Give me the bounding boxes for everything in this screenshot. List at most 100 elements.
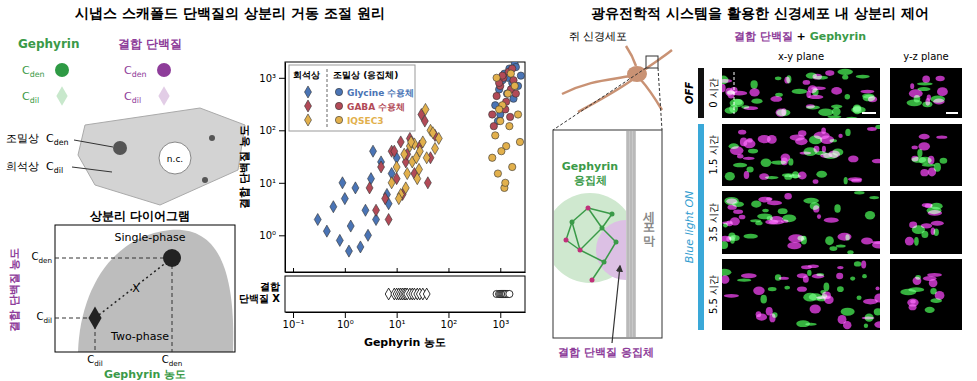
gephyrin-signal <box>805 323 817 326</box>
dense-point <box>492 132 499 139</box>
dense-point <box>503 90 510 97</box>
zoom-line <box>658 68 662 130</box>
dilute-point <box>352 182 359 194</box>
binding-signal <box>848 156 858 163</box>
dilute-point <box>422 103 429 115</box>
label: 결합 단백질 응집체 <box>558 346 654 359</box>
tick: 10⁰ <box>337 312 354 330</box>
label: Gephyrin <box>18 37 80 51</box>
binding-signal <box>801 265 812 269</box>
droplet <box>113 141 127 155</box>
tick-mark <box>448 268 449 272</box>
gephyrin-signal <box>831 105 842 109</box>
dilute-point <box>408 136 415 148</box>
label: Gephyrin <box>562 160 618 173</box>
off-bar <box>698 68 704 118</box>
tick-label: 10⁰ <box>259 230 276 241</box>
dilute-point <box>397 136 404 148</box>
binding-signal <box>725 88 732 96</box>
dilute-point <box>402 182 409 194</box>
y-axis: 10⁰10¹10²10³ <box>259 63 285 273</box>
membrane-line <box>628 131 629 337</box>
legend-marker <box>335 102 342 109</box>
axis-line <box>285 63 286 273</box>
icon-dilute <box>158 86 169 106</box>
label: n.c. <box>167 154 183 164</box>
binding-signal <box>838 134 842 138</box>
gephyrin-signal <box>761 158 772 166</box>
network-node <box>602 260 607 265</box>
dilute-point <box>404 168 411 180</box>
image <box>722 124 880 186</box>
icon-dilute <box>56 86 67 106</box>
gephyrin-signal <box>921 231 928 238</box>
binding-signal <box>726 236 731 242</box>
gephyrin-signal <box>844 177 848 184</box>
c-sub: dil <box>54 166 63 175</box>
label: Gephyrin 농도 <box>364 336 446 349</box>
network-node <box>586 206 591 211</box>
points <box>385 288 513 300</box>
image-bg <box>722 259 880 330</box>
tick: 10² <box>441 312 458 330</box>
gephyrin-signal <box>816 171 827 178</box>
binding-signal <box>808 95 823 99</box>
gephyrin-signal <box>820 290 825 294</box>
gephyrin-signal <box>845 129 850 136</box>
dense-point <box>497 117 504 124</box>
gephyrin-signal <box>825 236 834 245</box>
legend-label: IQSEC3 <box>347 116 384 126</box>
binding-signal <box>920 169 928 176</box>
binding-signal <box>766 197 772 200</box>
frame <box>55 225 235 352</box>
dense-point <box>511 82 518 89</box>
c-sub: den <box>54 138 69 147</box>
binding-signal <box>935 291 945 300</box>
binding-signal <box>739 215 746 220</box>
label: 5.5 시간 <box>708 275 719 314</box>
gephyrin-signal <box>915 275 921 280</box>
binding-signal <box>759 173 769 180</box>
binding-signal <box>828 150 839 157</box>
droplet <box>209 135 215 141</box>
binding-signal <box>861 260 866 268</box>
image-bg <box>722 191 880 254</box>
gephyrin-signal <box>748 149 758 154</box>
c-label: Cdil <box>46 160 63 175</box>
scatter-chart: 10⁰10¹10²10³결합 단백질 농도회석상조밀상 (응집체)Glycine… <box>238 61 526 273</box>
legend-label: Glycine 수용체 <box>347 88 414 98</box>
binding-signal <box>909 304 917 310</box>
icon-dense <box>157 63 171 77</box>
gephyrin-signal <box>865 314 874 322</box>
gephyrin-signal <box>772 312 778 318</box>
legend-box <box>289 65 415 131</box>
tick-label: 10¹ <box>259 178 276 189</box>
dilute-point <box>423 152 430 164</box>
dilute-point <box>347 220 354 232</box>
c-main: C <box>87 354 94 365</box>
dilute-point <box>330 201 337 213</box>
binding-signal <box>812 274 824 279</box>
dilute-point <box>424 177 431 189</box>
binding-signal <box>936 136 947 139</box>
tick: 10² <box>259 125 285 136</box>
binding-signal <box>724 294 739 298</box>
binding-signal <box>872 241 880 248</box>
tick-mark <box>279 183 285 184</box>
dense-state <box>163 249 181 267</box>
membrane-line <box>634 131 635 337</box>
gephyrin-signal <box>846 117 858 118</box>
gephyrin-signal <box>914 237 919 246</box>
label: 단백질 X <box>239 293 280 304</box>
network-node <box>614 240 619 245</box>
tick-label: 10¹ <box>389 319 406 330</box>
legend-label: GABA 수용체 <box>347 102 405 112</box>
tick <box>293 268 294 272</box>
gephyrin-signal <box>834 204 840 212</box>
gephyrin-signal <box>768 287 777 291</box>
binding-signal <box>861 238 873 245</box>
tick: 10¹ <box>389 312 406 330</box>
binding-signal <box>798 172 807 180</box>
gephyrin-signal <box>853 105 861 112</box>
scale-bar <box>946 112 958 114</box>
